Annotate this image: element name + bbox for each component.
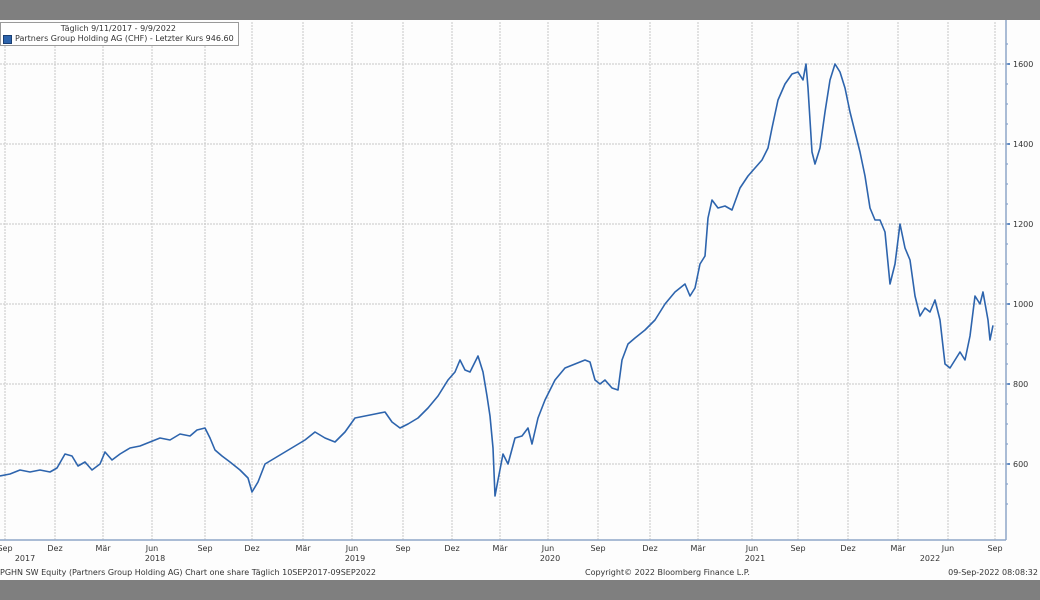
- svg-text:1200: 1200: [1013, 220, 1033, 229]
- svg-text:Sep: Sep: [790, 544, 805, 553]
- svg-text:Jun: Jun: [145, 544, 159, 553]
- svg-text:Mär: Mär: [295, 544, 311, 553]
- legend-entry: Partners Group Holding AG (CHF) - Letzte…: [3, 34, 234, 44]
- svg-text:2019: 2019: [345, 554, 365, 563]
- svg-text:2022: 2022: [920, 554, 940, 563]
- svg-text:Sep: Sep: [987, 544, 1002, 553]
- svg-text:2020: 2020: [540, 554, 560, 563]
- chart-canvas: 600 800 1000 1200 1400 1600 Sep Dez Mär Jun Sep De…: [0, 20, 1040, 580]
- svg-text:1600: 1600: [1013, 60, 1033, 69]
- footer-copyright: Copyright© 2022 Bloomberg Finance L.P.: [585, 568, 750, 577]
- svg-text:2017: 2017: [15, 554, 35, 563]
- chart-legend: Täglich 9/11/2017 - 9/9/2022 Partners Gr…: [0, 22, 239, 46]
- svg-text:Mär: Mär: [890, 544, 906, 553]
- svg-text:1400: 1400: [1013, 140, 1033, 149]
- price-line: [0, 63, 994, 497]
- svg-text:800: 800: [1013, 380, 1028, 389]
- svg-text:2018: 2018: [145, 554, 165, 563]
- svg-text:600: 600: [1013, 460, 1028, 469]
- svg-text:Jun: Jun: [345, 544, 359, 553]
- svg-text:Dez: Dez: [444, 544, 459, 553]
- svg-text:1000: 1000: [1013, 300, 1033, 309]
- svg-text:Jun: Jun: [941, 544, 955, 553]
- svg-text:Sep: Sep: [395, 544, 410, 553]
- svg-text:Mär: Mär: [492, 544, 508, 553]
- svg-text:Dez: Dez: [642, 544, 657, 553]
- svg-text:Mär: Mär: [690, 544, 706, 553]
- svg-text:Dez: Dez: [47, 544, 62, 553]
- y-axis: 600 800 1000 1200 1400 1600: [1005, 20, 1033, 540]
- svg-text:Sep: Sep: [590, 544, 605, 553]
- x-axis: Sep Dez Mär Jun Sep Dez Mär Jun Sep Dez Mär Jun Sep D…: [0, 539, 1006, 563]
- grid-lines: [0, 22, 1006, 540]
- svg-text:Sep: Sep: [0, 544, 13, 553]
- footer-timestamp: 09-Sep-2022 08:08:32: [948, 568, 1038, 577]
- svg-text:Jun: Jun: [745, 544, 759, 553]
- series-swatch-icon: [3, 34, 12, 44]
- price-chart: 600 800 1000 1200 1400 1600 Sep Dez Mär Jun Sep De…: [0, 20, 1033, 563]
- svg-text:2021: 2021: [745, 554, 765, 563]
- svg-text:Mär: Mär: [95, 544, 111, 553]
- footer-ticker-info: PGHN SW Equity (Partners Group Holding A…: [0, 568, 377, 577]
- svg-text:Dez: Dez: [840, 544, 855, 553]
- svg-text:Dez: Dez: [244, 544, 259, 553]
- svg-text:Sep: Sep: [197, 544, 212, 553]
- svg-text:Jun: Jun: [541, 544, 555, 553]
- legend-series-label: Partners Group Holding AG (CHF) - Letzte…: [15, 34, 234, 43]
- legend-title: Täglich 9/11/2017 - 9/9/2022: [60, 24, 176, 33]
